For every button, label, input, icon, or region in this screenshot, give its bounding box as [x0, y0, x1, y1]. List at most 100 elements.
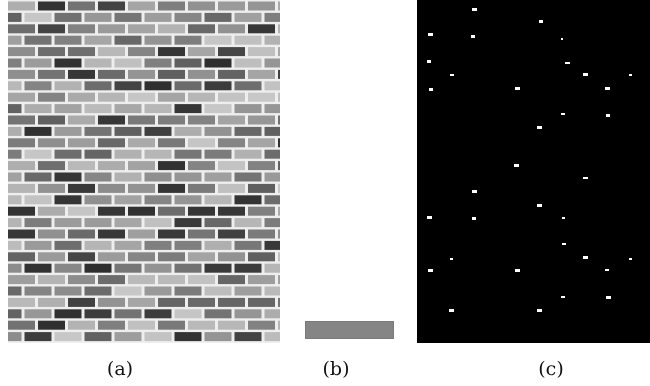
brick — [218, 47, 245, 57]
detection-blob — [561, 296, 565, 298]
brick — [158, 252, 185, 262]
brick — [174, 81, 202, 91]
brick — [264, 286, 292, 296]
brick — [188, 92, 215, 102]
brick — [174, 126, 202, 136]
brick — [144, 35, 172, 45]
brick — [8, 252, 35, 262]
brick — [0, 240, 22, 250]
brick — [84, 218, 112, 228]
brick — [54, 12, 82, 22]
detection-blob — [537, 204, 542, 207]
detection-blob — [562, 243, 566, 245]
binary-detection-map-image — [417, 0, 650, 343]
brick — [234, 263, 262, 273]
brick — [54, 104, 82, 114]
brick — [84, 263, 112, 273]
brick — [248, 92, 275, 102]
brick — [204, 35, 232, 45]
brick — [38, 161, 65, 171]
brick — [158, 229, 185, 239]
brick — [278, 1, 305, 11]
brick — [114, 332, 142, 342]
brick — [98, 138, 125, 148]
brick — [8, 320, 35, 330]
brick — [24, 218, 52, 228]
brick — [8, 297, 35, 307]
brick — [174, 12, 202, 22]
brick — [38, 229, 65, 239]
brick — [114, 58, 142, 68]
brick — [98, 92, 125, 102]
brick — [188, 275, 215, 285]
brick — [114, 195, 142, 205]
brick — [174, 35, 202, 45]
detection-blob — [583, 73, 588, 76]
brick — [264, 104, 292, 114]
brick — [264, 263, 292, 273]
brick — [248, 24, 275, 34]
brick — [234, 218, 262, 228]
brick — [24, 172, 52, 182]
brick — [8, 1, 35, 11]
brick — [24, 195, 52, 205]
brick — [54, 309, 82, 319]
brick — [278, 24, 305, 34]
brick — [264, 81, 292, 91]
brick — [248, 161, 275, 171]
brick — [204, 104, 232, 114]
brick — [144, 172, 172, 182]
brick — [218, 115, 245, 125]
brick — [84, 195, 112, 205]
brick — [8, 69, 35, 79]
brick — [98, 320, 125, 330]
brick — [264, 195, 292, 205]
brick — [84, 240, 112, 250]
brick — [218, 297, 245, 307]
brick — [84, 12, 112, 22]
detection-blob — [450, 74, 454, 76]
detection-blob — [606, 114, 610, 117]
detection-blob — [539, 20, 543, 23]
brick — [248, 1, 275, 11]
brick — [278, 92, 305, 102]
brick — [174, 195, 202, 205]
brick — [114, 149, 142, 159]
detection-blob — [605, 87, 610, 90]
brick — [68, 320, 95, 330]
brick — [54, 81, 82, 91]
brick — [188, 229, 215, 239]
brick — [248, 252, 275, 262]
brick — [158, 206, 185, 216]
detection-blob — [471, 35, 475, 38]
brick — [98, 69, 125, 79]
brick — [278, 161, 305, 171]
brick — [38, 275, 65, 285]
brick — [38, 206, 65, 216]
brick — [8, 47, 35, 57]
brick — [8, 206, 35, 216]
brick — [144, 104, 172, 114]
caption-b: (b) — [322, 358, 350, 380]
brick — [174, 286, 202, 296]
brick — [84, 309, 112, 319]
caption-c: (c) — [538, 358, 564, 380]
brick — [0, 332, 22, 342]
brick — [24, 149, 52, 159]
brick — [188, 252, 215, 262]
brick — [114, 12, 142, 22]
brick — [54, 126, 82, 136]
brick — [24, 35, 52, 45]
brick — [278, 47, 305, 57]
brick — [84, 286, 112, 296]
brick — [278, 183, 305, 193]
detection-blob — [514, 164, 519, 167]
brick — [204, 126, 232, 136]
detection-blobs — [427, 8, 632, 312]
brick — [114, 81, 142, 91]
detection-blob — [472, 8, 477, 11]
brick — [0, 263, 22, 273]
brick — [188, 161, 215, 171]
brick — [98, 161, 125, 171]
brick — [98, 24, 125, 34]
